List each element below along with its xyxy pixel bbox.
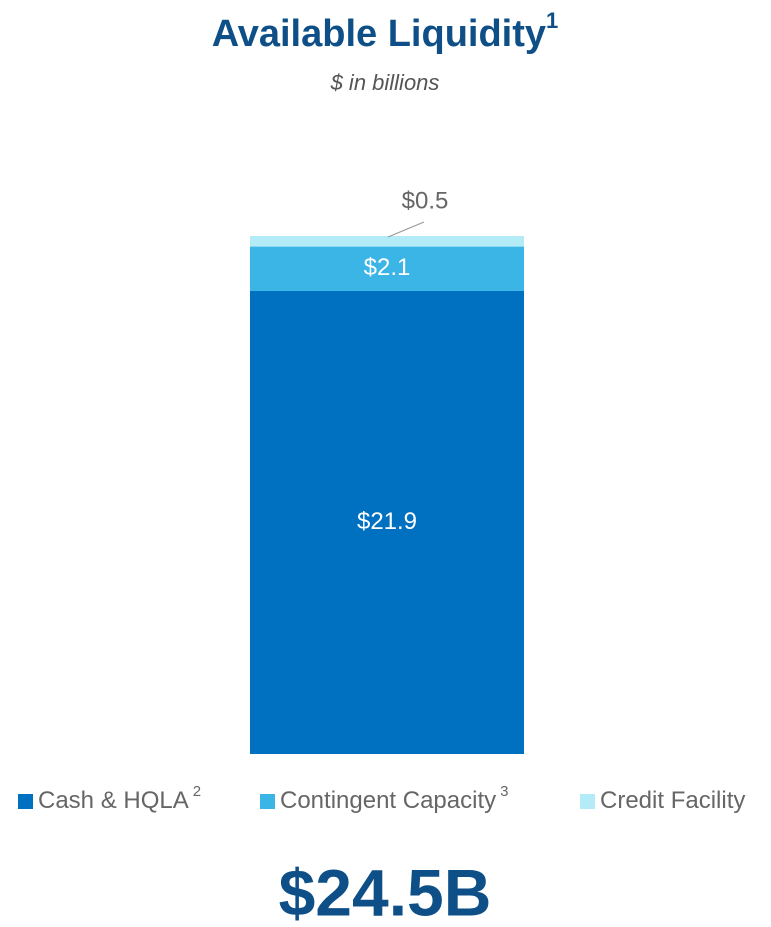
bar-segment [250,236,524,247]
chart-title: Available Liquidity1 [212,8,559,55]
title-text: Available Liquidity [212,13,546,55]
chart-subtitle: $ in billions [330,70,440,95]
title-note: 1 [546,8,558,33]
bar-segment [250,246,524,291]
legend-text: Cash & HQLA [38,787,189,814]
legend-swatch [580,794,595,809]
legend-note: 3 [500,783,508,800]
legend-text: Credit Facility [600,787,745,814]
data-label: $2.1 [364,254,411,281]
total-label: $24.5B [279,855,492,927]
legend-entry: Cash & HQLA 2 [38,783,201,814]
legend-entry: Contingent Capacity 3 [280,783,508,814]
leader-line [387,221,425,238]
legend-swatch [18,794,33,809]
data-label: $21.9 [357,508,417,535]
legend-note: 2 [193,783,201,800]
data-label: $0.5 [402,187,449,214]
legend-swatch [260,794,275,809]
legend-entry: Credit Facility [600,787,745,814]
legend-text: Contingent Capacity [280,787,496,814]
bar-segment [250,290,524,754]
